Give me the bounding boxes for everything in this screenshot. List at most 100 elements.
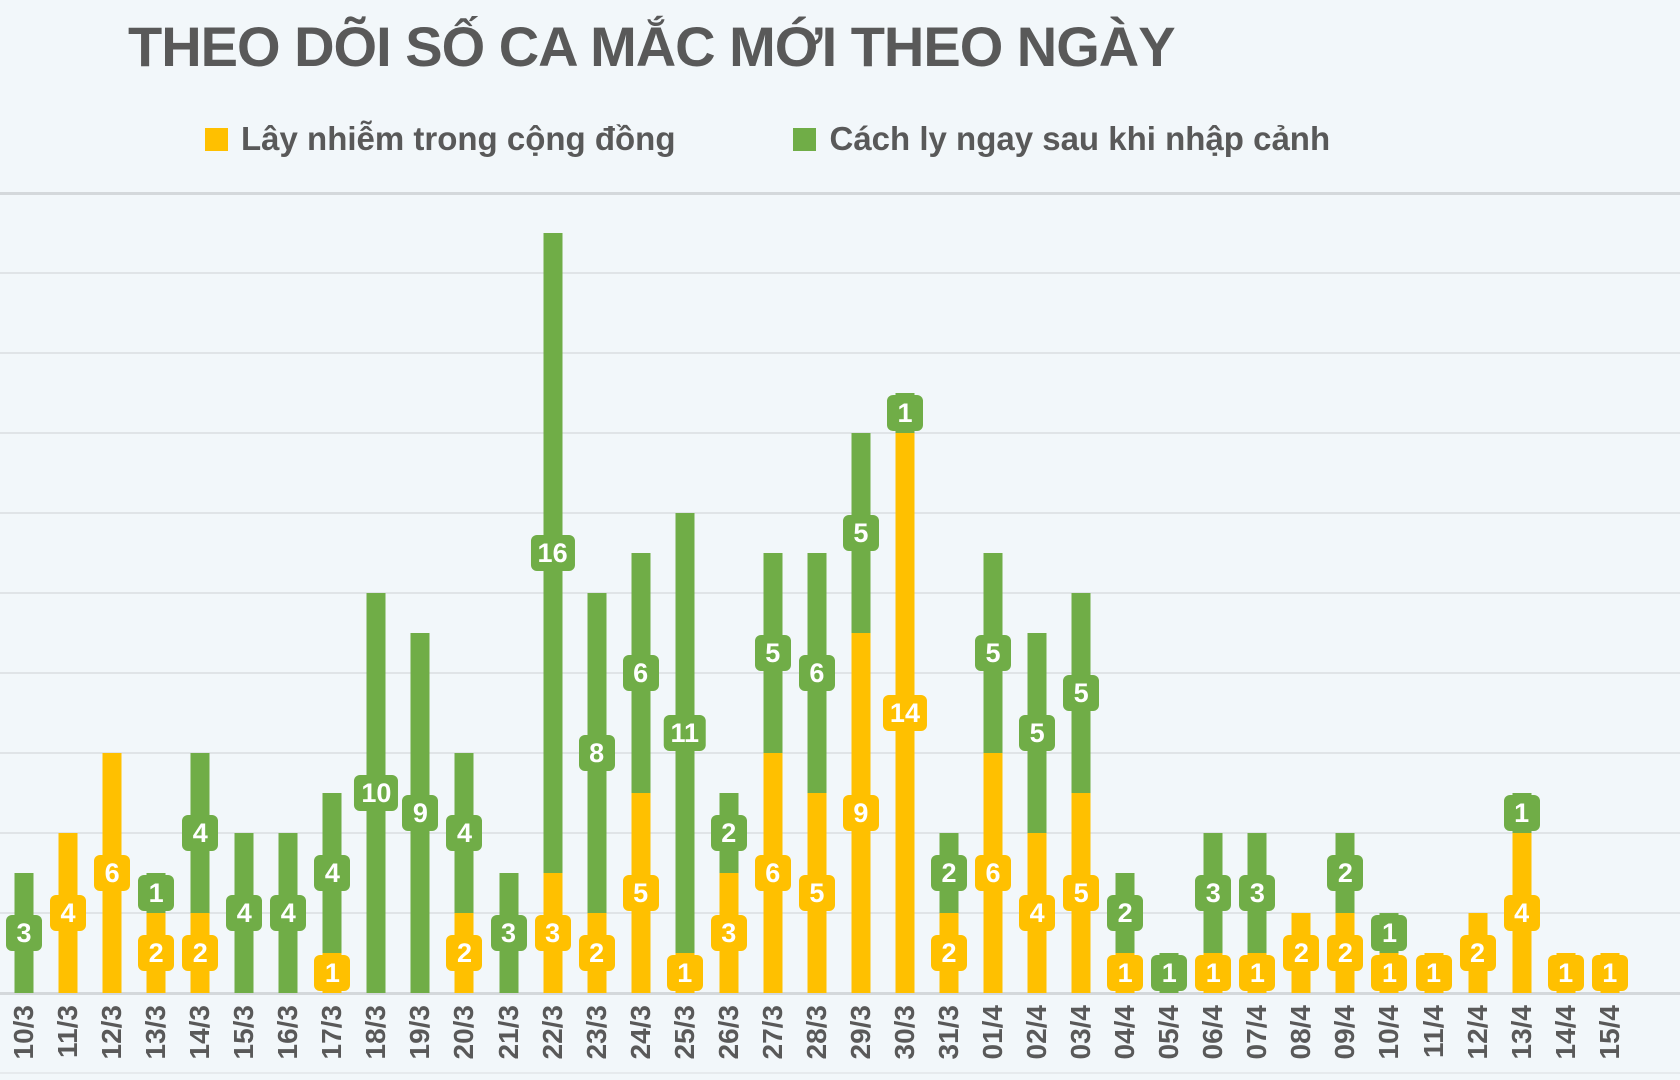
- bar-value-label: 2: [931, 935, 967, 971]
- bar-column: 1 11/4: [1412, 193, 1456, 1058]
- x-axis-label: 29/3: [844, 1005, 876, 1060]
- bar-value-label: 1: [1371, 955, 1408, 991]
- bar-value-label: 4: [1019, 895, 1056, 931]
- bar-value-label: 5: [798, 875, 835, 911]
- bar-value-label: 2: [1459, 935, 1496, 971]
- bar-value-label: 9: [842, 795, 879, 831]
- bar-column: 1 2 04/4: [1103, 193, 1147, 1060]
- x-axis-label: 27/3: [756, 1005, 788, 1060]
- bar-value-label: 1: [666, 955, 703, 991]
- bar-column: 1 3 06/4: [1191, 193, 1235, 1060]
- x-axis-label: 04/4: [1109, 1005, 1141, 1060]
- legend-label-quarantine: Cách ly ngay sau khi nhập cảnh: [829, 120, 1331, 157]
- x-axis-label: 05/4: [1153, 1005, 1185, 1060]
- x-axis-label: 03/4: [1065, 1005, 1097, 1060]
- bar-value-label: 4: [270, 895, 307, 931]
- x-axis-label: 21/3: [492, 1005, 524, 1060]
- gridline: [0, 672, 1680, 674]
- bar-value-label: 2: [1107, 895, 1144, 931]
- bar-value-label: 1: [1239, 955, 1276, 991]
- gridline: [0, 992, 1680, 995]
- bar-value-label: 6: [754, 855, 791, 891]
- bar-column: 6 5 01/4: [971, 193, 1015, 1060]
- bar-column: 1 11 25/3: [663, 193, 707, 1060]
- bar-column: 3 2 26/3: [707, 193, 751, 1060]
- legend-swatch-quarantine-icon: [793, 127, 817, 151]
- bar-column: 2 8 23/3: [575, 193, 619, 1060]
- bar-value-label: 3: [490, 915, 527, 951]
- bar-column: 6 12/3: [90, 193, 134, 1060]
- bar-column: 10 18/3: [354, 193, 399, 1060]
- bar-value-label: 11: [663, 715, 706, 751]
- x-axis-label: 28/3: [800, 1005, 832, 1060]
- x-axis-label: 01/4: [977, 1005, 1009, 1060]
- bar-value-label: 2: [1327, 935, 1364, 971]
- legend-label-community: Lây nhiễm trong cộng đồng: [241, 120, 676, 157]
- legend: Lây nhiễm trong cộng đồng Cách ly ngay s…: [205, 120, 1330, 158]
- bars: 3 10/3 4 11/3 6 12/3 2 1 13/3 2 4 14/3 4 15/3 4 16/3 1 4 1…: [2, 193, 1632, 1060]
- x-axis-label: 09/4: [1329, 1005, 1361, 1060]
- bar-value-label: 1: [1547, 955, 1584, 991]
- x-axis-label: 15/3: [228, 1005, 260, 1060]
- gridline: [0, 192, 1680, 195]
- chart-title: THEO DÕI SỐ CA MẮC MỚI THEO NGÀY: [128, 15, 1176, 78]
- x-axis-label: 22/3: [536, 1005, 568, 1060]
- bar-value-label: 5: [842, 515, 879, 551]
- x-axis-label: 15/4: [1593, 1005, 1625, 1060]
- bar-value-label: 3: [1195, 875, 1232, 911]
- legend-item-community: Lây nhiễm trong cộng đồng: [205, 120, 675, 158]
- bar-column: 9 19/3: [398, 193, 442, 1060]
- x-axis-label: 10/4: [1373, 1005, 1405, 1060]
- bar-value-label: 4: [1503, 895, 1540, 931]
- gridline: [0, 752, 1680, 754]
- bar-value-label: 3: [710, 915, 747, 951]
- bar-value-label: 1: [1151, 955, 1188, 991]
- bar-value-label: 6: [94, 855, 131, 891]
- bar-value-label: 2: [1283, 935, 1320, 971]
- bar-value-label: 5: [1063, 675, 1100, 711]
- bar-value-label: 1: [1415, 955, 1452, 991]
- bar-value-label: 5: [754, 635, 791, 671]
- bar-value-label: 5: [975, 635, 1012, 671]
- gridline: [0, 512, 1680, 514]
- bar-column: 4 15/3: [222, 193, 266, 1060]
- gridline: [0, 352, 1680, 354]
- bar-column: 2 2 31/3: [927, 193, 971, 1060]
- bar-column: 4 16/3: [266, 193, 310, 1060]
- bar-value-label: 8: [578, 735, 615, 771]
- bar-value-label: 2: [1327, 855, 1364, 891]
- x-axis-label: 24/3: [624, 1005, 656, 1060]
- x-axis-label: 14/3: [184, 1005, 216, 1060]
- x-axis-label: 07/4: [1241, 1005, 1273, 1060]
- x-axis-label: 31/3: [933, 1005, 964, 1060]
- gridline: [0, 832, 1680, 834]
- gridline: [0, 592, 1680, 594]
- x-axis-label: 26/3: [712, 1005, 744, 1060]
- bar-value-label: 1: [1107, 955, 1144, 991]
- x-axis-label: 11/4: [1417, 1005, 1449, 1058]
- bar-value-label: 16: [530, 535, 575, 571]
- bar-value-label: 2: [182, 935, 219, 971]
- bar-value-label: 6: [622, 655, 659, 691]
- bar-column: 5 6 28/3: [795, 193, 839, 1060]
- x-axis-label: 30/3: [888, 1005, 920, 1060]
- x-axis-label: 10/3: [8, 1005, 40, 1060]
- bar-value-label: 1: [1195, 955, 1232, 991]
- x-axis-label: 20/3: [448, 1005, 480, 1060]
- bar-column: 9 5 29/3: [839, 193, 883, 1060]
- bar-value-label: 1: [1371, 915, 1408, 951]
- bar-column: 2 08/4: [1279, 193, 1323, 1060]
- x-axis-label: 17/3: [316, 1005, 348, 1060]
- gridline: [0, 272, 1680, 274]
- bar-column: 2 12/4: [1456, 193, 1500, 1060]
- x-axis-label: 08/4: [1285, 1005, 1317, 1060]
- bar-value-label: 4: [314, 855, 351, 891]
- bar-value-label: 2: [710, 815, 747, 851]
- bar-column: 6 5 27/3: [751, 193, 795, 1060]
- bar-value-label: 2: [931, 855, 967, 891]
- bar-value-label: 2: [578, 935, 615, 971]
- x-axis-label: 19/3: [404, 1005, 436, 1060]
- x-axis-label: 14/4: [1549, 1005, 1581, 1060]
- bar-value-label: 1: [886, 395, 923, 431]
